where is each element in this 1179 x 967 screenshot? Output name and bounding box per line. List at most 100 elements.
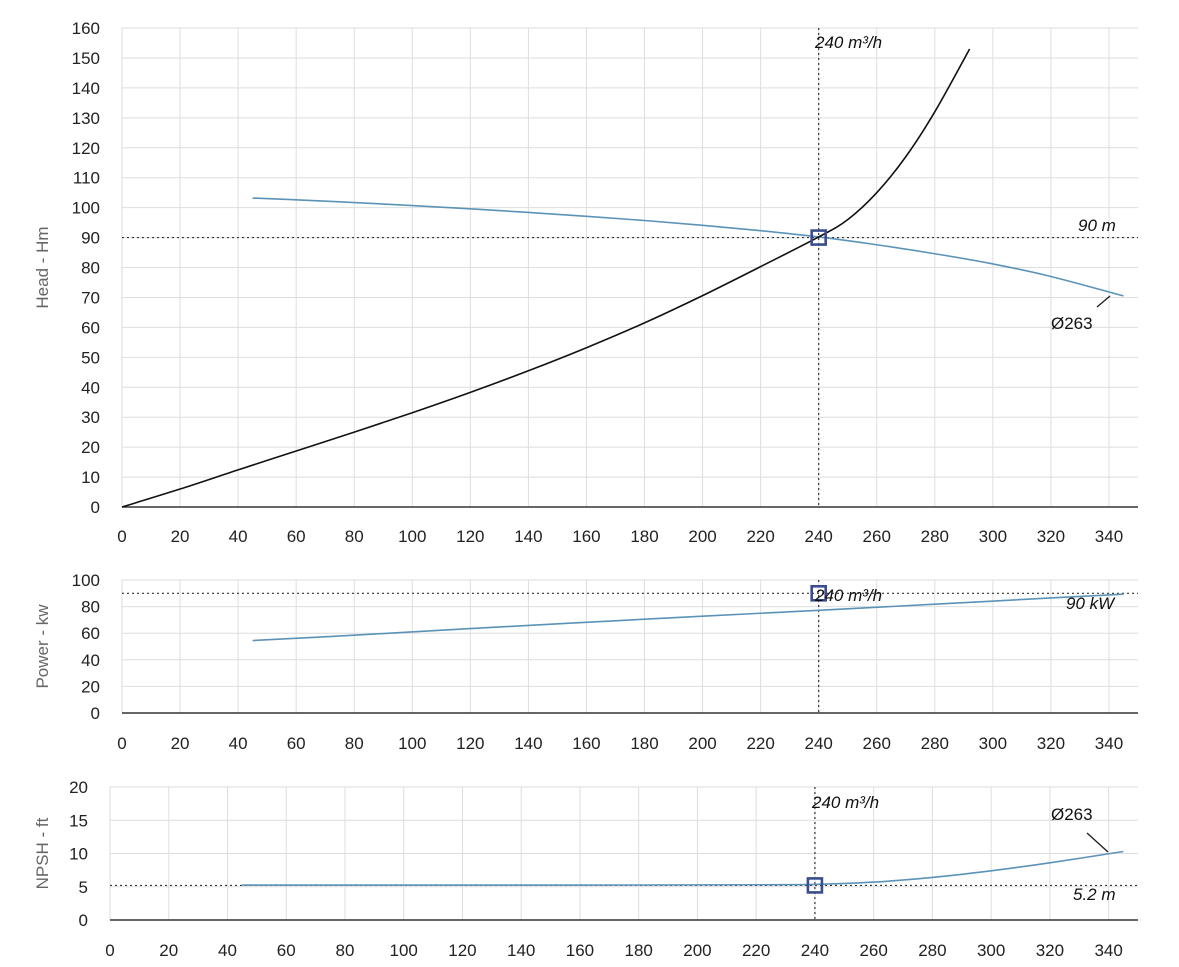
y-tick-label: 130 xyxy=(72,109,100,128)
value-annotation: 90 m xyxy=(1078,216,1116,235)
system-curve xyxy=(121,48,971,508)
y-tick-label: 0 xyxy=(91,498,100,517)
x-tick-label: 20 xyxy=(171,527,190,546)
x-tick-label: 180 xyxy=(630,527,658,546)
x-tick-label: 80 xyxy=(345,734,364,753)
y-tick-label: 10 xyxy=(81,468,100,487)
value-annotation: 90 kW xyxy=(1066,594,1116,613)
x-tick-label: 60 xyxy=(287,527,306,546)
power-chart-panel: 0 20 40 60 80 100 120 140 160 180 200 220 240 260 280 3… xyxy=(33,571,1138,753)
power-y-axis-label: Power - kw xyxy=(33,604,52,689)
x-tick-label: 0 xyxy=(117,734,126,753)
flow-annotation: 240 m³/h xyxy=(811,793,879,812)
y-tick-label: 40 xyxy=(81,651,100,670)
x-tick-label: 40 xyxy=(229,734,248,753)
x-tick-label: 260 xyxy=(859,941,887,960)
x-tick-label: 160 xyxy=(572,527,600,546)
npsh-chart-panel: 0 20 40 60 80 100 120 140 160 180 200 220 240 260 280 3… xyxy=(33,778,1138,960)
power-grid xyxy=(121,579,1138,714)
y-tick-label: 160 xyxy=(72,19,100,38)
y-tick-label: 80 xyxy=(81,259,100,278)
x-tick-label: 180 xyxy=(630,734,658,753)
x-tick-label: 20 xyxy=(171,734,190,753)
y-tick-label: 10 xyxy=(69,845,88,864)
x-tick-label: 260 xyxy=(863,734,891,753)
x-tick-label: 120 xyxy=(456,734,484,753)
pump-curve xyxy=(252,593,1124,642)
x-tick-label: 200 xyxy=(688,734,716,753)
y-tick-label: 60 xyxy=(81,318,100,337)
x-tick-label: 260 xyxy=(863,527,891,546)
pump-curve xyxy=(242,850,1124,886)
operating-point-marker xyxy=(806,877,824,894)
x-tick-label: 220 xyxy=(742,941,770,960)
x-tick-label: 60 xyxy=(277,941,296,960)
y-tick-label: 50 xyxy=(81,348,100,367)
diameter-leader-line xyxy=(1086,832,1109,853)
x-tick-label: 220 xyxy=(746,527,774,546)
head-grid xyxy=(121,27,1138,508)
pump-curve xyxy=(252,197,1124,297)
x-tick-label: 280 xyxy=(921,734,949,753)
operating-point-marker xyxy=(810,584,827,602)
x-tick-label: 340 xyxy=(1094,941,1122,960)
diameter-leader-line xyxy=(1096,295,1111,308)
x-tick-label: 100 xyxy=(398,527,426,546)
x-tick-label: 340 xyxy=(1095,734,1123,753)
npsh-y-axis-label: NPSH - ft xyxy=(33,817,52,889)
x-tick-label: 320 xyxy=(1037,527,1065,546)
x-tick-label: 140 xyxy=(514,734,542,753)
y-tick-label: 150 xyxy=(72,49,100,68)
x-tick-label: 0 xyxy=(105,941,114,960)
y-tick-label: 5 xyxy=(79,878,88,897)
y-tick-label: 100 xyxy=(72,199,100,218)
x-tick-label: 100 xyxy=(390,941,418,960)
x-tick-label: 140 xyxy=(507,941,535,960)
operating-point-marker xyxy=(810,229,827,246)
y-tick-label: 40 xyxy=(81,378,100,397)
x-tick-label: 200 xyxy=(688,527,716,546)
y-tick-label: 0 xyxy=(79,911,88,930)
impeller-diameter-label: Ø263 xyxy=(1051,805,1093,824)
x-tick-label: 40 xyxy=(229,527,248,546)
x-tick-label: 80 xyxy=(336,941,355,960)
flow-annotation: 240 m³/h xyxy=(814,33,882,52)
y-tick-label: 20 xyxy=(81,677,100,696)
flow-annotation: 240 m³/h xyxy=(814,586,882,605)
x-tick-label: 80 xyxy=(345,527,364,546)
y-tick-label: 70 xyxy=(81,288,100,307)
y-tick-label: 120 xyxy=(72,139,100,158)
x-tick-label: 300 xyxy=(977,941,1005,960)
impeller-diameter-label: Ø263 xyxy=(1051,314,1093,333)
x-tick-label: 240 xyxy=(804,527,832,546)
x-tick-label: 140 xyxy=(514,527,542,546)
y-tick-label: 100 xyxy=(72,571,100,590)
y-tick-label: 80 xyxy=(81,598,100,617)
x-tick-label: 320 xyxy=(1036,941,1064,960)
x-tick-label: 240 xyxy=(801,941,829,960)
x-tick-label: 300 xyxy=(979,527,1007,546)
x-tick-label: 0 xyxy=(117,527,126,546)
y-tick-label: 20 xyxy=(81,438,100,457)
x-tick-label: 280 xyxy=(918,941,946,960)
x-tick-label: 20 xyxy=(159,941,178,960)
x-tick-label: 120 xyxy=(456,527,484,546)
x-tick-label: 300 xyxy=(979,734,1007,753)
x-tick-label: 40 xyxy=(218,941,237,960)
x-tick-label: 180 xyxy=(624,941,652,960)
npsh-grid xyxy=(109,786,1138,921)
y-tick-label: 0 xyxy=(91,704,100,723)
x-tick-label: 240 xyxy=(804,734,832,753)
x-tick-label: 100 xyxy=(398,734,426,753)
x-tick-label: 120 xyxy=(448,941,476,960)
x-tick-label: 320 xyxy=(1037,734,1065,753)
y-tick-label: 90 xyxy=(81,229,100,248)
x-tick-label: 160 xyxy=(566,941,594,960)
x-tick-label: 340 xyxy=(1095,527,1123,546)
y-tick-label: 20 xyxy=(69,778,88,797)
head-y-axis-label: Head - Hm xyxy=(33,226,52,308)
x-tick-label: 280 xyxy=(921,527,949,546)
value-annotation: 5.2 m xyxy=(1073,885,1116,904)
x-tick-label: 60 xyxy=(287,734,306,753)
